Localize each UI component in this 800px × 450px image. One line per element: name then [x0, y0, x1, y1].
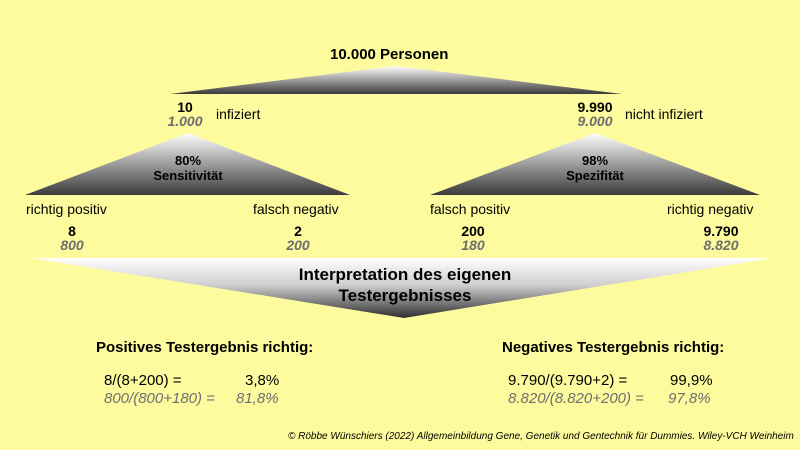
false-positive-count: 200	[461, 223, 485, 239]
negative-heading: Negatives Testergebnis richtig:	[502, 339, 725, 356]
negative-result-alt: 97,8%	[668, 390, 711, 407]
false-negative-count: 2	[294, 223, 302, 239]
positive-heading: Positives Testergebnis richtig:	[96, 339, 314, 356]
negative-formula-alt: 8.820/(8.820+200) =	[508, 390, 644, 407]
specificity-label: Spezifität	[566, 168, 624, 183]
true-positive-label: richtig positiv	[26, 201, 107, 217]
positive-formula-alt: 800/(800+180) =	[104, 390, 215, 407]
sensitivity-label: Sensitivität	[153, 168, 223, 183]
sensitivity-split-shape	[25, 133, 350, 195]
not-infected-label: nicht infiziert	[625, 106, 703, 122]
not-infected-count-alt: 9.000	[577, 113, 613, 129]
sensitivity-value: 80%	[174, 153, 202, 168]
infected-count: 10	[177, 99, 193, 115]
false-negative-label: falsch negativ	[253, 201, 339, 217]
true-positive-count: 8	[68, 223, 76, 239]
positive-result: 3,8%	[245, 372, 280, 389]
total-persons: 10.000 Personen	[330, 46, 449, 63]
specificity-value: 98%	[581, 153, 609, 168]
not-infected-count: 9.990	[577, 99, 613, 115]
specificity-split-shape	[430, 133, 760, 195]
positive-result-alt: 81,8%	[236, 390, 279, 407]
true-negative-label: richtig negativ	[667, 201, 754, 217]
interpretation-line1: Interpretation des eigenen	[298, 265, 512, 284]
false-negative-count-alt: 200	[286, 237, 310, 253]
interpretation-funnel-shape	[30, 258, 773, 318]
negative-result: 99,9%	[670, 372, 713, 389]
interpretation-line2: Testergebnisses	[338, 286, 472, 305]
true-negative-count: 9.790	[703, 223, 739, 239]
infected-label: infiziert	[216, 106, 261, 122]
credit-line: © Röbbe Wünschiers (2022) Allgemeinbildu…	[288, 431, 794, 442]
population-split-shape	[170, 66, 622, 94]
infected-count-alt: 1.000	[167, 113, 203, 129]
true-positive-count-alt: 800	[60, 237, 84, 253]
negative-formula: 9.790/(9.790+2) =	[508, 372, 628, 389]
true-negative-count-alt: 8.820	[703, 237, 739, 253]
false-positive-count-alt: 180	[461, 237, 485, 253]
false-positive-label: falsch positiv	[430, 201, 511, 217]
positive-formula: 8/(8+200) =	[104, 372, 182, 389]
